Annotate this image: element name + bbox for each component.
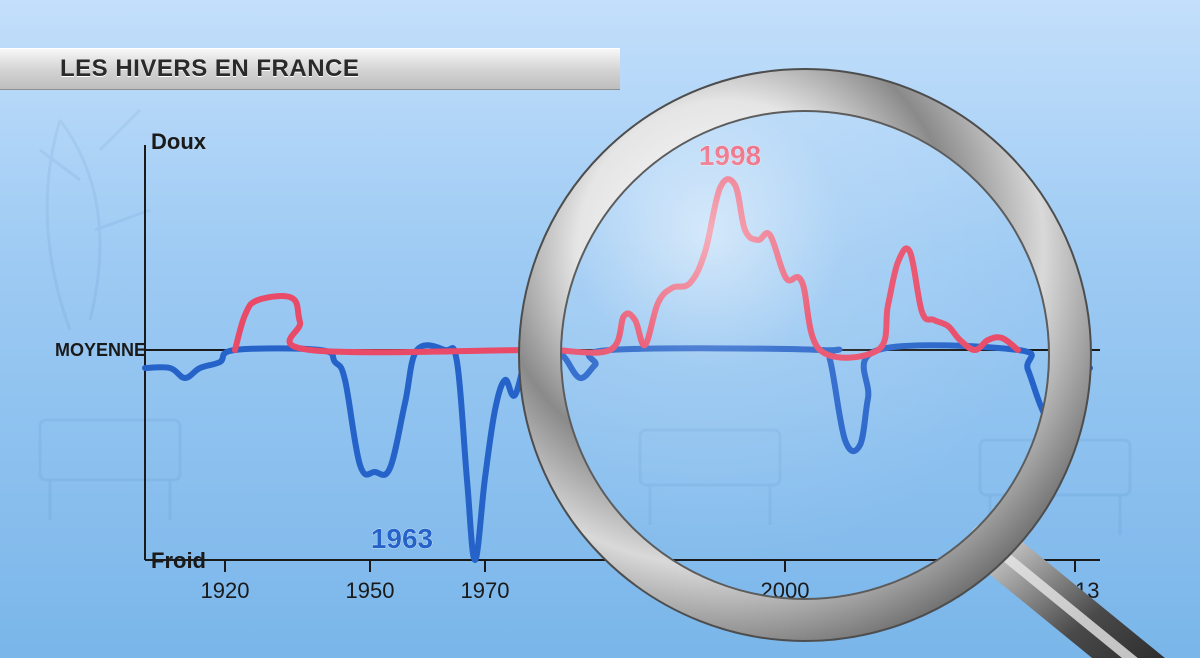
x-tick-label: 1920 [201,578,250,603]
x-tick-label: 2010 [914,578,963,603]
x-tick-label: 1970 [461,578,510,603]
infographic-stage: LES HIVERS EN FRANCE Doux MOYENNE Froid … [0,0,1200,658]
callout-year: 1963 [371,523,433,554]
x-axis-ticks: 1920 1950 1970 2000 2010 2013 [145,560,1100,603]
y-label-doux: Doux [151,129,207,154]
x-tick-label: 2013 [1051,578,1100,603]
magnifying-glass-icon [519,69,1180,658]
callout-year: 1998 [699,140,761,171]
x-tick-label: 1950 [346,578,395,603]
x-tick-label: 2000 [761,578,810,603]
y-label-moyenne: MOYENNE [55,340,146,360]
chart-svg: Doux MOYENNE Froid 192019501970200020102… [0,0,1200,658]
warm-winters-line [235,179,1018,358]
bg-illustration [40,110,1130,535]
cold-winters-line [145,345,1090,560]
axes [145,145,1100,560]
